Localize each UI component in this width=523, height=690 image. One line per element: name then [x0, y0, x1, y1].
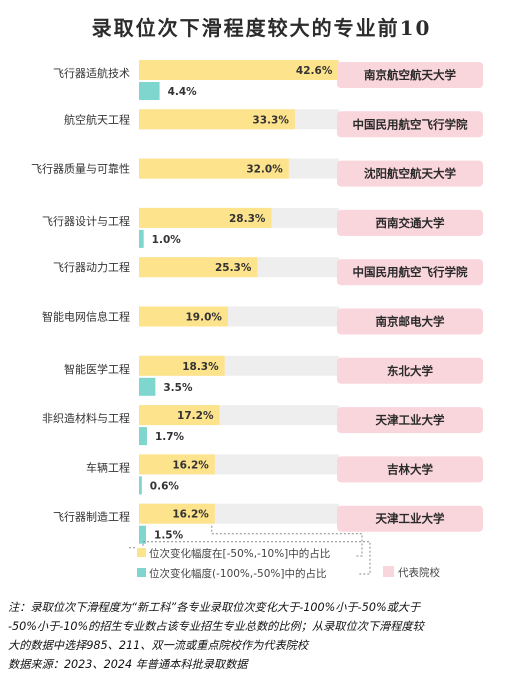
leader-line [211, 525, 363, 557]
category-label: 飞行器动力工程 [53, 261, 130, 274]
category-label: 飞行器设计与工程 [42, 215, 130, 228]
category-label: 智能电网信息工程 [42, 310, 130, 324]
data-label: 16.2% [172, 459, 209, 471]
chart-row: 17.2% 1.7% 非织造材料与工程 天津工业大学 [42, 405, 483, 446]
legend-swatch-yellow [137, 548, 146, 557]
category-label: 航空航天工程 [64, 112, 130, 126]
school-box [337, 209, 483, 236]
data-label: 18.3% [182, 361, 219, 373]
school-name: 南京邮电大学 [376, 315, 445, 329]
bar-yellow [139, 503, 215, 524]
category-label: 智能医学工程 [64, 362, 130, 376]
school-box [337, 456, 483, 483]
data-label: 32.0% [246, 164, 283, 176]
legend-label: 代表院校 [398, 566, 440, 579]
school-box [337, 160, 483, 187]
category-label: 车辆工程 [86, 460, 130, 474]
data-label: 1.5% [154, 530, 184, 542]
data-label: 0.6% [150, 480, 180, 492]
legend-swatch-school [383, 566, 394, 577]
legend-label: 位次变化幅度在[-50%,-10%]中的占比 [149, 547, 330, 560]
bar-yellow [139, 257, 258, 278]
school-box [337, 111, 483, 138]
school-name: 南京航空航天大学 [364, 68, 456, 82]
chart-row: 32.0% 飞行器质量与可靠性 沈阳航空航天大学 [31, 158, 483, 187]
note-line: 大的数据中选择985、211、双一流或重点院校作为代表院校 [8, 639, 309, 652]
chart-row: 28.3% 1.0% 飞行器设计与工程 西南交通大学 [42, 207, 483, 248]
bar-yellow [139, 405, 220, 426]
school-name: 沈阳航空航天大学 [364, 167, 456, 181]
chart-title: 录取位次下滑程度较大的专业前10 [91, 16, 432, 40]
school-box [337, 357, 483, 384]
note-line: -50%小于-10%的招生专业数占该专业招生专业总数的比例；从录取位次下滑程度较 [8, 620, 424, 633]
bar-yellow [139, 158, 289, 179]
chart-row: 19.0% 智能电网信息工程 南京邮电大学 [42, 306, 483, 335]
chart-row: 16.2% 1.5% 飞行器制造工程 天津工业大学 [53, 503, 483, 544]
legend-label: 位次变化幅度(-100%,-50%]中的占比 [149, 567, 326, 580]
bar-teal [139, 229, 144, 248]
data-label: 25.3% [215, 262, 252, 274]
legend-swatch-teal [137, 568, 146, 577]
chart-row: 33.3% 航空航天工程 中国民用航空飞行学院 [64, 109, 483, 138]
chart-row: 16.2% 0.6% 车辆工程 吉林大学 [86, 454, 483, 495]
note-line: 注：录取位次下滑程度为“新工科”各专业录取位次变化大于-100%小于-50%或大… [8, 601, 421, 614]
school-box [337, 62, 483, 88]
bar-yellow [139, 109, 295, 130]
note-line: 数据来源：2023、2024 年普通本科批录取数据 [8, 658, 248, 671]
school-name: 中国民用航空飞行学院 [353, 117, 468, 131]
data-label: 1.7% [155, 431, 185, 443]
bar-teal [139, 476, 142, 495]
data-label: 4.4% [168, 86, 198, 98]
school-name: 中国民用航空飞行学院 [353, 265, 468, 279]
data-label: 19.0% [185, 312, 222, 324]
bar-teal [139, 377, 156, 396]
category-label: 飞行器质量与可靠性 [31, 162, 130, 176]
school-name: 吉林大学 [387, 462, 433, 476]
chart-legend: 位次变化幅度在[-50%,-10%]中的占比位次变化幅度(-100%,-50%]… [129, 525, 440, 580]
school-name: 天津工业大学 [376, 413, 445, 427]
bar-teal [139, 427, 147, 446]
bar-yellow [139, 207, 272, 228]
chart-note: 注：录取位次下滑程度为“新工科”各专业录取位次变化大于-100%小于-50%或大… [8, 598, 518, 674]
category-label: 飞行器适航技术 [53, 66, 130, 80]
school-name: 天津工业大学 [376, 512, 445, 526]
data-label: 33.3% [252, 114, 289, 126]
bar-teal [139, 525, 147, 544]
bar-yellow [139, 306, 228, 327]
category-label: 飞行器制造工程 [53, 510, 130, 524]
data-label: 16.2% [172, 509, 209, 521]
chart-row: 42.6% 4.4% 飞行器适航技术 南京航空航天大学 [53, 60, 483, 100]
school-name: 西南交通大学 [376, 216, 445, 230]
chart-row: 25.3% 飞行器动力工程 中国民用航空飞行学院 [53, 257, 483, 286]
chart-row: 18.3% 3.5% 智能医学工程 东北大学 [64, 355, 483, 396]
bar-yellow [139, 60, 339, 80]
data-label: 28.3% [229, 213, 266, 225]
data-label: 1.0% [152, 234, 182, 246]
data-label: 17.2% [177, 410, 214, 422]
school-box [337, 505, 483, 532]
data-label: 42.6% [296, 65, 333, 77]
category-label: 非织造材料与工程 [42, 411, 130, 425]
school-box [337, 259, 483, 286]
bar-yellow [139, 355, 225, 376]
school-box [337, 308, 483, 335]
bar-teal [139, 82, 160, 100]
school-name: 东北大学 [387, 364, 433, 378]
school-box [337, 407, 483, 434]
data-label: 3.5% [163, 382, 193, 394]
bar-yellow [139, 454, 215, 475]
